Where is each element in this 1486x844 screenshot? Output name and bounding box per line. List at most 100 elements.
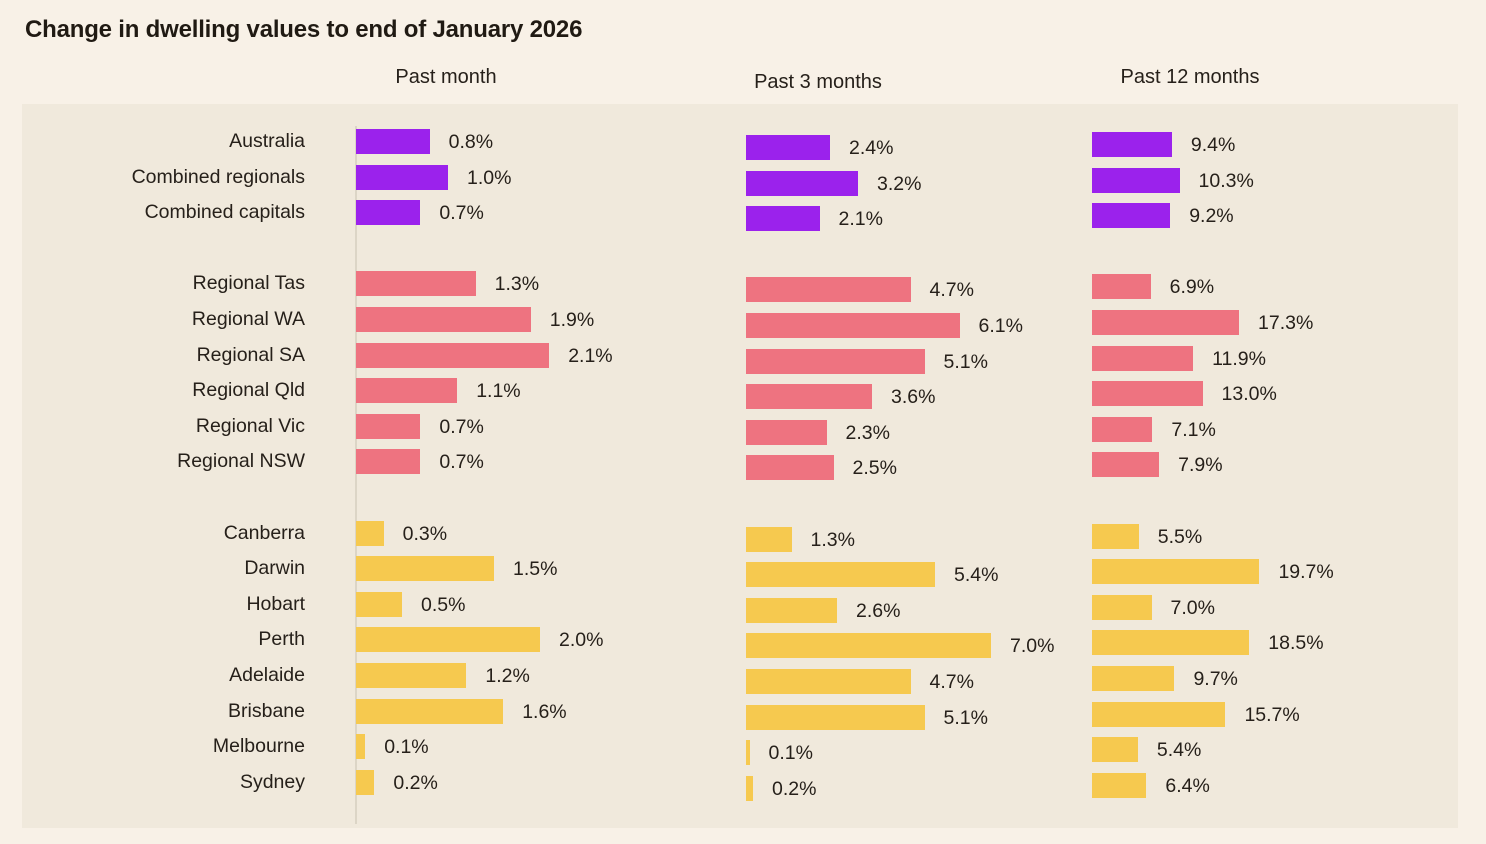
column-header-past-3-months: Past 3 months <box>754 71 882 93</box>
bar-national-past-month <box>356 200 421 226</box>
row-label: Regional WA <box>191 308 305 330</box>
bar-regionals-past-12-months <box>1092 274 1151 300</box>
bar-capitals-past-12-months <box>1092 594 1152 620</box>
value-label: 0.3% <box>402 522 448 545</box>
value-label: 9.4% <box>1190 134 1236 156</box>
bar-regionals-past-month <box>356 342 550 368</box>
value-label: 19.7% <box>1278 561 1334 584</box>
value-label: 0.5% <box>421 593 466 616</box>
value-label: 7.1% <box>1171 418 1216 441</box>
bar-national-past-12-months <box>1092 167 1180 193</box>
value-label: 4.7% <box>929 279 974 302</box>
row-label: Perth <box>258 628 305 651</box>
value-label: 0.7% <box>439 451 484 474</box>
chart-panel: Australia 0.8% 2.4% 9.4% Combined regionals 1… <box>22 104 1458 828</box>
bar-national-past-3-months <box>746 135 830 160</box>
bar-regionals-past-month <box>356 413 421 439</box>
bar-regionals-past-3-months <box>746 348 925 374</box>
bar-capitals-past-month <box>356 556 494 582</box>
bar-regionals-past-3-months <box>746 455 834 481</box>
value-label: 6.9% <box>1169 276 1215 299</box>
bar-capitals-past-12-months <box>1092 701 1226 727</box>
row-label: Sydney <box>239 770 305 793</box>
row-label: Darwin <box>244 557 305 580</box>
value-label: 5.4% <box>1156 739 1202 762</box>
value-label: 1.5% <box>513 558 558 581</box>
value-label: 5.5% <box>1157 525 1203 548</box>
row-label: Regional NSW <box>177 450 305 473</box>
value-label: 5.4% <box>954 564 999 587</box>
bar-regionals-past-12-months <box>1092 345 1194 371</box>
bar-capitals-past-3-months <box>746 597 837 623</box>
bar-national-past-3-months <box>746 170 858 196</box>
bar-regionals-past-month <box>356 271 476 297</box>
bar-regionals-past-month <box>356 378 458 404</box>
bar-regionals-past-month <box>356 449 421 475</box>
value-label: 17.3% <box>1258 312 1314 334</box>
value-label: 15.7% <box>1244 703 1300 726</box>
row-label: Combined capitals <box>144 201 305 224</box>
bar-capitals-past-3-months <box>746 740 750 766</box>
bar-regionals-past-3-months <box>746 419 827 445</box>
bar-capitals-past-12-months <box>1092 772 1147 798</box>
value-label: 2.6% <box>856 599 901 622</box>
bar-national-past-month <box>356 129 430 154</box>
value-label: 7.0% <box>1170 596 1215 619</box>
value-label: 9.7% <box>1193 668 1238 690</box>
y-axis-line <box>355 126 357 824</box>
bar-capitals-past-12-months <box>1092 559 1260 585</box>
value-label: 6.4% <box>1165 774 1210 797</box>
column-header-past-month: Past month <box>395 66 497 88</box>
bar-capitals-past-3-months <box>746 704 925 730</box>
bar-capitals-past-12-months <box>1092 666 1175 691</box>
row-label: Combined regionals <box>131 165 305 188</box>
bar-capitals-past-3-months <box>746 526 792 552</box>
bar-capitals-past-month <box>356 769 375 795</box>
value-label: 0.1% <box>768 742 813 765</box>
bar-capitals-past-month <box>356 734 366 760</box>
value-label: 1.1% <box>476 380 521 403</box>
bar-regionals-past-12-months <box>1092 416 1153 442</box>
value-label: 5.1% <box>943 706 988 729</box>
bar-capitals-past-month <box>356 663 467 688</box>
bar-capitals-past-3-months <box>746 633 991 659</box>
value-label: 1.2% <box>485 665 530 687</box>
value-label: 3.6% <box>891 386 936 409</box>
bar-national-past-3-months <box>746 206 820 232</box>
value-label: 0.7% <box>439 415 484 438</box>
value-label: 2.0% <box>559 629 604 652</box>
value-label: 2.1% <box>568 344 613 367</box>
bar-regionals-past-12-months <box>1092 310 1240 335</box>
row-label: Regional Tas <box>192 272 305 295</box>
bar-national-past-month <box>356 164 448 190</box>
bar-regionals-past-3-months <box>746 277 911 303</box>
bar-regionals-past-month <box>356 307 531 332</box>
value-label: 1.3% <box>494 273 540 296</box>
value-label: 11.9% <box>1212 347 1266 370</box>
value-label: 0.2% <box>772 777 817 800</box>
value-label: 0.8% <box>448 131 494 153</box>
bar-national-past-12-months <box>1092 132 1172 157</box>
row-label: Canberra <box>223 521 305 544</box>
value-label: 5.1% <box>943 350 988 373</box>
value-label: 1.9% <box>549 309 595 331</box>
row-label: Hobart <box>246 592 305 615</box>
value-label: 7.9% <box>1178 454 1223 477</box>
bar-regionals-past-12-months <box>1092 452 1160 478</box>
value-label: 10.3% <box>1198 169 1254 192</box>
value-label: 0.7% <box>439 202 484 225</box>
value-label: 2.3% <box>845 421 890 444</box>
bar-capitals-past-month <box>356 627 540 653</box>
bar-capitals-past-month <box>356 520 384 546</box>
row-label: Melbourne <box>212 735 305 758</box>
value-label: 7.0% <box>1010 635 1055 658</box>
bar-capitals-past-month <box>356 698 504 724</box>
bar-capitals-past-3-months <box>746 562 935 588</box>
row-label: Brisbane <box>228 699 305 722</box>
value-label: 4.7% <box>929 671 974 693</box>
row-label: Regional Qld <box>192 379 305 402</box>
bar-capitals-past-12-months <box>1092 737 1138 763</box>
value-label: 2.4% <box>849 137 894 159</box>
bar-capitals-past-12-months <box>1092 523 1139 549</box>
column-header-past-12-months: Past 12 months <box>1120 66 1260 88</box>
